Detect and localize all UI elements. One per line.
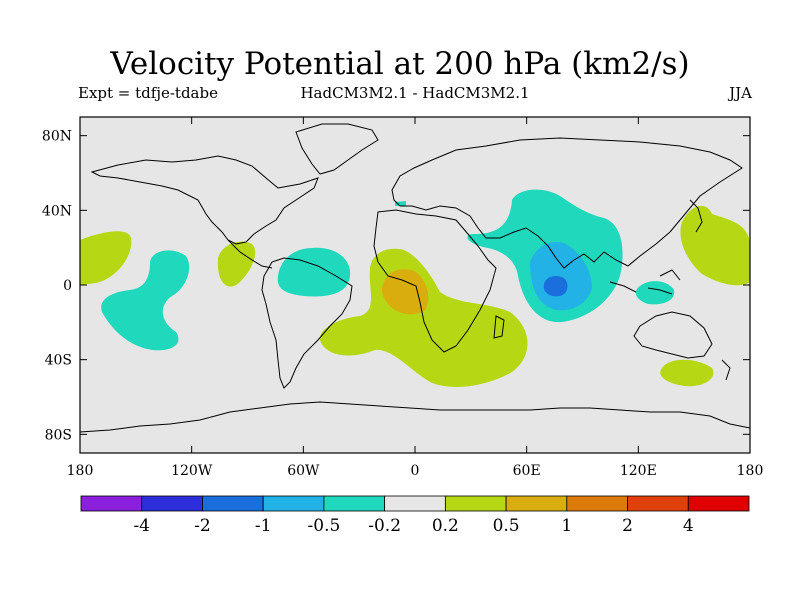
lon-tick-label: 120W (171, 463, 213, 479)
negative-region-mediterranean (395, 201, 406, 206)
colorbar-swatch (444, 495, 507, 512)
colorbar-swatch (323, 495, 386, 512)
coastline-eurasia (391, 137, 743, 269)
lon-tick-label: 120E (620, 463, 657, 479)
lat-tick-label: 40N (42, 203, 72, 219)
season-label: JJA (729, 84, 752, 102)
lon-tick-label: 60W (287, 463, 320, 479)
colorbar-swatch (627, 495, 689, 512)
colorbar-swatch (202, 495, 264, 512)
coastline-australia (633, 311, 713, 359)
coastline-north-america (90, 155, 319, 245)
colorbar-label: -1 (255, 516, 272, 536)
positive-max-tropical-atlantic (381, 269, 429, 315)
positive-region-north-west-pacific (680, 205, 750, 286)
colorbar-label: 2 (622, 516, 633, 536)
colorbar-swatch (80, 495, 143, 512)
colorbar-label: 0.5 (493, 516, 520, 536)
coastline-madagascar (493, 315, 505, 339)
negative-region-east-pacific (101, 250, 190, 351)
coastline-south-america (261, 257, 353, 389)
lon-tick-label: 180 (67, 463, 94, 479)
coastline-antarctica (80, 401, 750, 433)
lat-tick-label: 40S (45, 353, 72, 369)
colorbar-label: 1 (561, 516, 572, 536)
chart-title: Velocity Potential at 200 hPa (km2/s) (110, 46, 690, 82)
experiment-label: Expt = tdfje-tdabe (78, 84, 218, 102)
negative-min-indian-ocean (543, 276, 568, 297)
coastline-new-zealand (721, 359, 731, 381)
model-label: HadCM3M2.1 - HadCM3M2.1 (300, 84, 530, 102)
contour-fields (80, 189, 750, 387)
lat-tick-label: 80S (45, 427, 72, 443)
coastline-central-america (227, 239, 273, 269)
map-ticks: 80N 40N 0 40S 80S 180 120W 60W 0 60E 120E 180 (42, 117, 763, 479)
coastline-greenland (295, 123, 379, 175)
negative-region-maritime-continent (635, 281, 675, 305)
lon-tick-label: 0 (411, 463, 420, 479)
positive-region-australia (660, 359, 714, 387)
colorbar-swatch (141, 495, 203, 512)
positive-region-atlantic-africa (319, 248, 528, 387)
colorbar-swatch (566, 495, 628, 512)
coastlines (80, 123, 750, 433)
coastline-japan (689, 199, 703, 233)
colorbar-label: -4 (133, 516, 150, 536)
colorbar-swatch (687, 495, 750, 512)
positive-region-central-america (217, 241, 256, 287)
lon-tick-label: 60E (513, 463, 541, 479)
colorbar-label: -0.5 (308, 516, 341, 536)
colorbar-swatch (262, 495, 325, 512)
colorbar: -4 -2 -1 -0.5 -0.2 0.2 0.5 1 2 4 (80, 495, 750, 536)
lat-tick-label: 80N (42, 129, 72, 145)
colorbar-swatch (505, 495, 568, 512)
lon-tick-label: 180 (737, 463, 764, 479)
coastline-indonesia (609, 269, 681, 295)
colorbar-label: -0.2 (368, 516, 401, 536)
colorbar-label: 0.2 (432, 516, 459, 536)
colorbar-label: 4 (683, 516, 694, 536)
colorbar-label: -2 (194, 516, 211, 536)
positive-region-west-pacific (80, 231, 132, 285)
coastline-africa (373, 209, 497, 353)
lat-tick-label: 0 (63, 278, 72, 294)
colorbar-swatch (384, 495, 446, 512)
